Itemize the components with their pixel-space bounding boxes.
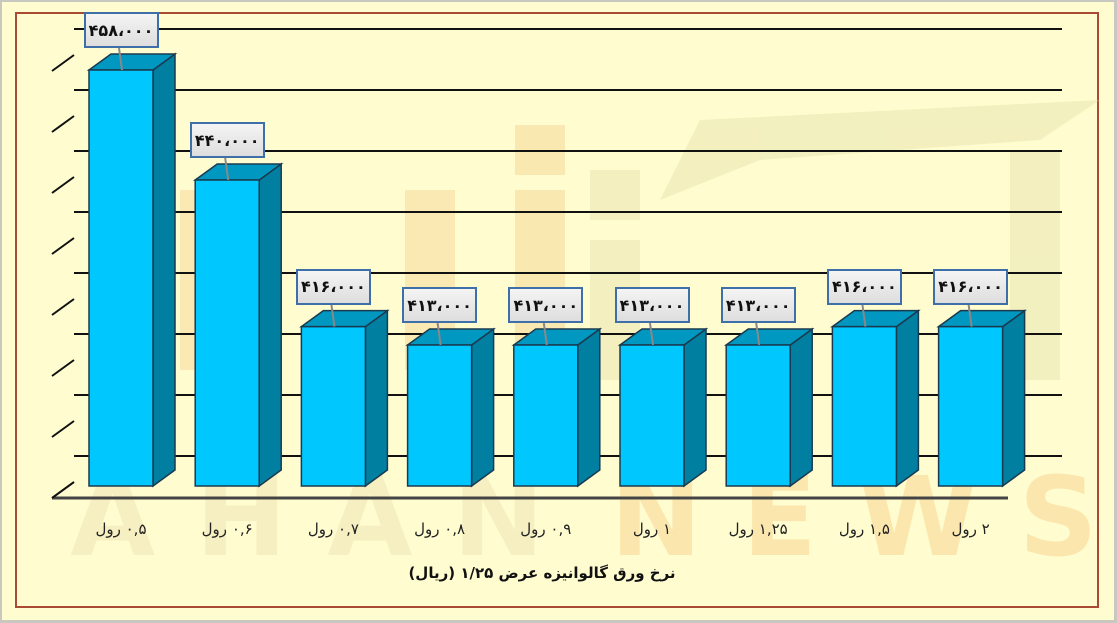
bar xyxy=(511,322,603,488)
chart-title: نرخ ورق گالوانیزه عرض ۱/۲۵ (ریال) xyxy=(408,564,676,582)
data-label: ۴۴۰،۰۰۰ xyxy=(189,122,265,158)
x-axis-tick-label: ۰,۸ رول xyxy=(414,520,466,538)
data-label: ۴۱۳،۰۰۰ xyxy=(402,287,478,323)
bar xyxy=(617,322,709,488)
x-axis-tick-label: ۰,۷ رول xyxy=(307,520,359,538)
x-axis-tick-label: ۲ رول xyxy=(951,520,990,538)
x-axis-tick-label: ۱,۵ رول xyxy=(838,520,890,538)
x-axis-tick-label: ۱,۲۵ رول xyxy=(728,520,788,538)
bar xyxy=(830,304,921,488)
bar xyxy=(86,47,178,488)
data-label: ۴۵۸،۰۰۰ xyxy=(83,12,159,48)
data-label: ۴۱۶،۰۰۰ xyxy=(295,268,371,305)
bar xyxy=(192,157,284,488)
x-axis-tick-label: ۰,۵ رول xyxy=(95,520,147,538)
bar xyxy=(299,304,390,488)
bar-series xyxy=(86,47,1027,488)
data-label: ۴۱۳،۰۰۰ xyxy=(720,287,796,323)
bar xyxy=(405,322,496,488)
x-axis-tick-label: ۰,۹ رول xyxy=(520,520,572,538)
data-label: ۴۱۶،۰۰۰ xyxy=(933,268,1009,305)
data-label: ۴۱۳،۰۰۰ xyxy=(508,287,584,323)
data-label: ۴۱۳،۰۰۰ xyxy=(614,287,690,323)
chart-frame xyxy=(15,12,1099,608)
chart-floor xyxy=(51,481,1008,500)
x-axis-tick-label: ۱ رول xyxy=(632,520,672,538)
bar xyxy=(936,304,1027,488)
data-label: ۴۱۶،۰۰۰ xyxy=(826,268,902,305)
bar xyxy=(723,322,815,488)
x-axis-tick-label: ۰,۶ رول xyxy=(201,520,253,538)
